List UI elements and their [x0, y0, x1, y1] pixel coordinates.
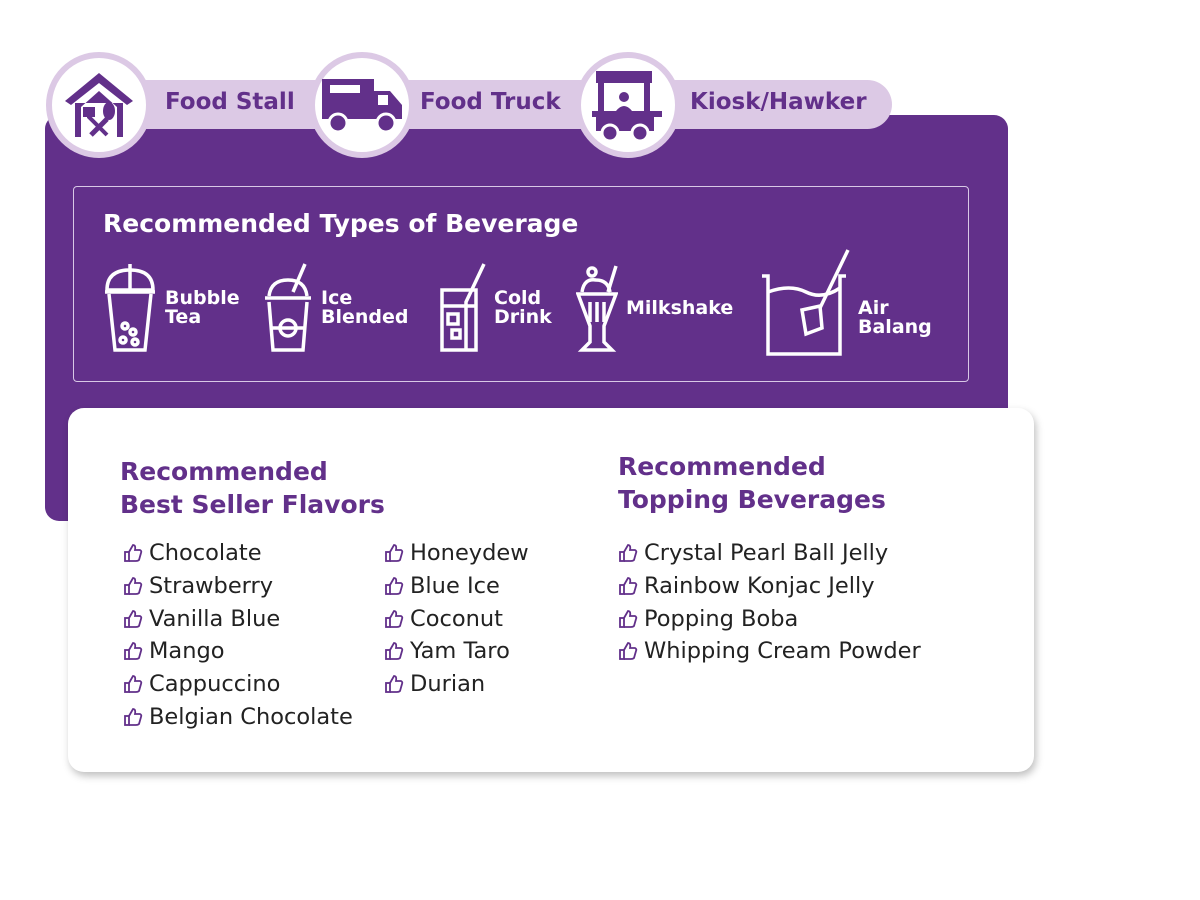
beverage-types-box: Recommended Types of Beverage — [73, 186, 969, 382]
beverage-ice-blended: Ice Blended — [263, 262, 409, 354]
category-bar — [100, 80, 892, 129]
beverage-types-title: Recommended Types of Beverage — [103, 209, 579, 238]
thumbs-up-icon — [124, 675, 143, 693]
list-item-label: Belgian Chocolate — [149, 703, 353, 730]
list-item: Belgian Chocolate — [123, 700, 353, 733]
list-item-label: Yam Taro — [410, 638, 510, 665]
thumbs-up-icon — [385, 609, 404, 628]
beverage-label: Bubble — [165, 287, 240, 309]
thumbs-up-icon — [124, 642, 143, 661]
beverage-label: Tea — [165, 306, 202, 328]
house-utensils-icon — [65, 73, 133, 137]
list-item-label: Crystal Pearl Ball Jelly — [644, 540, 889, 567]
beverage-label: Balang — [858, 316, 932, 338]
beverage-cold-drink: Cold Drink — [438, 262, 552, 354]
list-item-label: Cappuccino — [149, 671, 281, 698]
tab-kiosk-hawker: Kiosk/Hawker — [690, 89, 867, 115]
thumbs-up-icon — [124, 609, 143, 628]
list-item: Strawberry — [123, 570, 353, 603]
flavors-heading: Recommended Best Seller Flavors — [120, 457, 385, 519]
list-item: Durian — [384, 668, 529, 701]
list-item-label: Blue Ice — [410, 573, 500, 600]
list-item: Whipping Cream Powder — [618, 635, 921, 668]
list-item-label: Honeydew — [410, 540, 529, 567]
hawker-cart-icon — [592, 71, 662, 143]
flavor-list-1: Chocolate Strawberry Vanilla Blue Mango Capp… — [123, 537, 353, 733]
list-item: Mango — [123, 635, 353, 668]
beverage-milkshake: Milkshake — [576, 262, 733, 354]
list-item: Coconut — [384, 602, 529, 635]
thumbs-up-icon — [385, 642, 404, 661]
beverage-label: Air — [858, 297, 889, 319]
list-item-label: Coconut — [410, 605, 503, 632]
list-item-label: Mango — [149, 638, 225, 665]
ice-blended-icon — [265, 263, 311, 352]
thumbs-up-icon — [385, 675, 404, 693]
beverage-air-balang: Air Balang — [760, 248, 932, 358]
thumbs-up-icon — [619, 577, 638, 595]
thumbs-up-icon — [619, 609, 638, 628]
topping-list: Crystal Pearl Ball Jelly Rainbow Konjac J… — [618, 537, 921, 668]
list-item-label: Strawberry — [149, 573, 274, 600]
thumbs-up-icon — [619, 544, 638, 563]
flavor-list-2: Honeydew Blue Ice Coconut Yam Taro Durian — [384, 537, 529, 700]
beverage-bubble-tea: Bubble Tea — [103, 262, 240, 354]
list-item: Cappuccino — [123, 668, 353, 701]
list-item-label: Rainbow Konjac Jelly — [644, 573, 875, 600]
beverage-label: Ice — [321, 287, 353, 309]
tab-food-truck: Food Truck — [420, 89, 561, 115]
list-item: Yam Taro — [384, 635, 529, 668]
bubble-tea-icon — [105, 264, 155, 352]
beverage-label: Milkshake — [626, 296, 734, 319]
list-item-label: Chocolate — [149, 540, 262, 567]
list-item-label: Whipping Cream Powder — [644, 638, 921, 665]
thumbs-up-icon — [124, 707, 143, 726]
thumbs-up-icon — [124, 544, 143, 563]
cold-drink-icon — [440, 263, 486, 352]
beverage-label: Drink — [494, 306, 552, 328]
thumbs-up-icon — [124, 577, 143, 595]
list-item-label: Popping Boba — [644, 605, 799, 632]
kiosk-badge — [575, 52, 681, 158]
beverage-label: Cold — [494, 287, 542, 309]
list-item: Honeydew — [384, 537, 529, 570]
tab-food-stall: Food Stall — [165, 89, 295, 115]
thumbs-up-icon — [385, 577, 404, 595]
beverage-label: Blended — [321, 306, 409, 328]
food-truck-badge — [309, 52, 415, 158]
recommendations-card — [68, 408, 1034, 772]
food-stall-badge — [46, 52, 152, 158]
toppings-heading: Recommended Topping Beverages — [618, 452, 886, 514]
air-balang-icon — [762, 249, 850, 356]
list-item: Chocolate — [123, 537, 353, 570]
list-item: Vanilla Blue — [123, 602, 353, 635]
list-item-label: Vanilla Blue — [149, 605, 281, 632]
thumbs-up-icon — [619, 642, 638, 661]
thumbs-up-icon — [385, 544, 404, 563]
list-item: Popping Boba — [618, 602, 921, 635]
milkshake-icon — [576, 265, 618, 352]
list-item: Blue Ice — [384, 570, 529, 603]
list-item: Crystal Pearl Ball Jelly — [618, 537, 921, 570]
list-item-label: Durian — [410, 671, 486, 698]
list-item: Rainbow Konjac Jelly — [618, 570, 921, 603]
food-truck-icon — [322, 79, 402, 134]
